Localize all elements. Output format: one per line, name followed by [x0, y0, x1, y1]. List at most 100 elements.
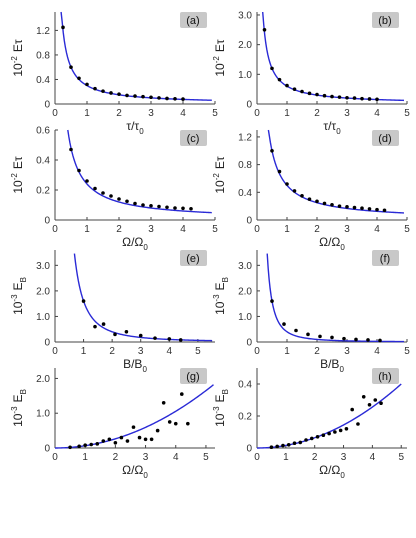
data-point	[379, 401, 383, 406]
data-point	[133, 94, 137, 98]
data-point	[337, 95, 342, 99]
panel-tag: (f)	[380, 253, 390, 265]
data-point	[338, 428, 343, 433]
data-point	[93, 324, 97, 329]
x-tick-label: 1	[84, 224, 90, 235]
x-tick-label: 0	[52, 452, 58, 463]
data-point	[277, 169, 282, 174]
y-tick-label: 0.2	[238, 412, 252, 423]
data-point	[173, 206, 177, 210]
x-tick-label: 2	[314, 108, 320, 119]
x-tick-label: 1	[81, 346, 87, 357]
panel-tag-box	[372, 250, 399, 266]
y-tick-label: 1.2	[238, 132, 252, 143]
y-axis-label-base: 10	[213, 63, 227, 77]
panel-tag-box	[372, 368, 399, 384]
data-point	[366, 338, 370, 342]
data-point	[125, 93, 129, 98]
x-axis-label-main: τ/τ	[323, 119, 336, 133]
x-tick-label: 4	[370, 452, 376, 463]
x-axis-label: Ω/Ω0	[319, 463, 345, 480]
data-point	[137, 435, 142, 440]
x-tick-label: 2	[109, 346, 115, 357]
y-tick-label: 1.0	[238, 312, 252, 323]
y-tick-label: 1.0	[238, 70, 252, 81]
y-tick-label: 0.2	[36, 186, 50, 197]
x-axis-label-subscript: 0	[143, 243, 148, 252]
data-point	[89, 442, 94, 447]
x-axis-label: Ω/Ω0	[122, 463, 148, 480]
data-point	[282, 322, 286, 326]
data-point	[350, 407, 354, 412]
y-tick-label: 0.8	[36, 50, 50, 61]
x-axis-label: B/B0	[320, 357, 344, 374]
data-point	[277, 77, 282, 82]
y-axis-label-main: Eτ	[11, 39, 25, 52]
data-point	[125, 439, 130, 443]
x-tick-label: 3	[148, 108, 154, 119]
y-axis-label: 10-2 Eτ	[10, 156, 25, 193]
y-axis-label-base: 10	[11, 301, 25, 315]
x-axis-label-subscript: 0	[340, 471, 345, 480]
x-tick-label: 0	[254, 108, 260, 119]
x-tick-label: 3	[344, 346, 350, 357]
x-tick-label: 2	[312, 452, 318, 463]
y-tick-label: 0.8	[238, 160, 252, 171]
data-point	[93, 86, 97, 91]
data-point	[165, 205, 169, 210]
data-point	[270, 66, 274, 71]
data-point	[69, 147, 73, 152]
data-point	[149, 437, 154, 442]
y-axis-label-exponent: -3	[10, 294, 19, 302]
y-axis-label-base: 10	[11, 180, 25, 194]
data-point	[61, 25, 65, 30]
data-point	[77, 168, 81, 173]
y-axis-label-exponent: -3	[10, 406, 19, 414]
data-point	[275, 444, 279, 449]
data-point	[315, 92, 319, 97]
data-point	[307, 197, 312, 202]
fit-curve	[266, 253, 404, 343]
data-point	[178, 338, 183, 342]
y-axis-label-exponent: -2	[10, 56, 19, 64]
x-tick-label: 2	[116, 108, 122, 119]
x-axis-label-subscript: 0	[142, 365, 147, 374]
data-point	[304, 438, 308, 442]
panel-tag-box	[372, 12, 399, 28]
data-point	[101, 191, 105, 195]
data-point	[141, 94, 145, 99]
data-point	[101, 322, 106, 326]
fit-curve	[73, 253, 213, 342]
data-point	[131, 425, 136, 429]
data-point	[113, 440, 118, 445]
data-point	[352, 96, 357, 100]
y-axis-label-main: Eτ	[11, 156, 25, 169]
data-point	[360, 96, 364, 101]
data-point	[189, 206, 193, 211]
x-tick-label: 5	[398, 452, 404, 463]
data-point	[327, 431, 331, 436]
data-point	[262, 28, 267, 32]
data-point	[181, 206, 185, 211]
data-point	[330, 202, 334, 207]
y-tick-label: 2.0	[36, 374, 50, 385]
x-axis-label-subscript: 0	[139, 127, 144, 136]
y-tick-label: 2.0	[238, 40, 252, 51]
y-tick-label: 1.0	[36, 409, 50, 420]
data-point	[345, 205, 349, 209]
data-point	[367, 97, 372, 101]
x-axis-label-subscript: 0	[336, 127, 341, 136]
data-point	[294, 328, 298, 333]
x-tick-label: 0	[254, 346, 260, 357]
data-point	[157, 96, 161, 100]
panel-tag: (b)	[378, 15, 391, 27]
x-tick-label: 0	[52, 224, 58, 235]
y-tick-label: 0	[44, 338, 50, 349]
data-point	[315, 199, 319, 204]
data-point	[143, 437, 148, 442]
data-point	[68, 445, 72, 450]
x-axis-label-subscript: 0	[143, 471, 148, 480]
x-tick-label: 4	[374, 224, 380, 235]
data-point	[149, 95, 153, 100]
y-axis-label-subscript: B	[19, 389, 28, 394]
